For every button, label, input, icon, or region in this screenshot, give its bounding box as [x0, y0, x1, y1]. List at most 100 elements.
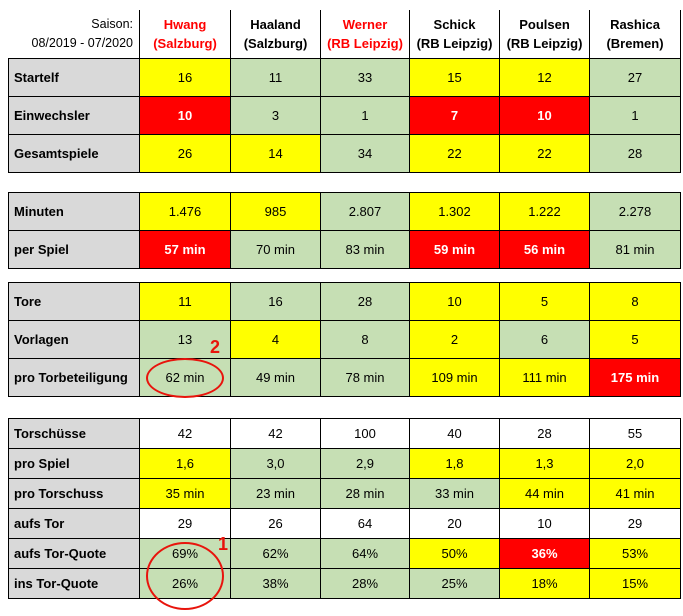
stat-cell: 2,0: [589, 448, 681, 479]
stat-cell: 28%: [320, 568, 410, 599]
stat-cell: 23 min: [230, 478, 321, 509]
stat-cell: 22: [499, 134, 590, 173]
stat-cell: 25%: [409, 568, 500, 599]
annotation-number-1: 1: [218, 534, 229, 554]
stat-cell: 64%: [320, 538, 410, 569]
stat-cell: 35 min: [139, 478, 231, 509]
stat-cell: 44 min: [499, 478, 590, 509]
table-row: Gesamtspiele 26 14 34 22 22 28: [8, 134, 681, 173]
stat-cell: 38%: [230, 568, 321, 599]
stat-cell: 6: [499, 320, 590, 359]
row-label: Einwechsler: [8, 96, 140, 135]
stats-table-appearances: Saison: 08/2019 - 07/2020 Hwang (Salzburg…: [8, 10, 681, 173]
stat-cell: 2: [409, 320, 500, 359]
player-header: Poulsen (RB Leipzig): [499, 10, 590, 59]
row-label: aufs Tor-Quote: [8, 538, 140, 569]
stats-table-goals: Tore 11 16 28 10 5 8 Vorlagen 13 4 8 2 6 5 pro Torbete…: [8, 282, 681, 397]
stat-cell: 2.807: [320, 192, 410, 231]
player-name: Poulsen: [519, 17, 570, 32]
stat-cell: 49 min: [230, 358, 321, 397]
stat-cell: 1: [589, 96, 681, 135]
stat-cell: 64: [320, 508, 410, 539]
stat-cell: 62%: [230, 538, 321, 569]
stat-cell: 10: [409, 282, 500, 321]
player-club: (Bremen): [606, 36, 664, 51]
stat-cell: 3: [230, 96, 321, 135]
player-club: (RB Leipzig): [416, 36, 493, 51]
stats-table-shots: Torschüsse 42 42 100 40 28 55 pro Spiel 1,6 3,0 2,…: [8, 418, 681, 599]
table-row: pro Torschuss 35 min 23 min 28 min 33 min 44 …: [8, 478, 681, 509]
stat-cell: 26: [139, 134, 231, 173]
player-club: (Salzburg): [243, 36, 308, 51]
table-row: Tore 11 16 28 10 5 8: [8, 282, 681, 321]
row-label: Gesamtspiele: [8, 134, 140, 173]
stat-cell: 1.302: [409, 192, 500, 231]
stat-cell: 28: [320, 282, 410, 321]
stat-cell: 11: [230, 58, 321, 97]
table-row: pro Spiel 1,6 3,0 2,9 1,8 1,3 2,0: [8, 448, 681, 479]
stat-cell: 8: [589, 282, 681, 321]
stat-cell: 7: [409, 96, 500, 135]
stat-cell: 5: [589, 320, 681, 359]
stat-cell: 12: [499, 58, 590, 97]
player-name: Schick: [433, 17, 476, 32]
header-row: Saison: 08/2019 - 07/2020 Hwang (Salzburg…: [9, 10, 681, 59]
stat-cell: 13: [139, 320, 231, 359]
annotation-circle-2: [146, 358, 224, 398]
player-club: (RB Leipzig): [327, 36, 403, 51]
stat-cell: 2,9: [320, 448, 410, 479]
season-range: 08/2019 - 07/2020: [31, 36, 133, 50]
stat-cell: 1: [320, 96, 410, 135]
stat-cell: 109 min: [409, 358, 500, 397]
stat-cell: 1,6: [139, 448, 231, 479]
stat-cell: 1.222: [499, 192, 590, 231]
stat-cell: 56 min: [499, 230, 590, 269]
stat-cell: 11: [139, 282, 231, 321]
stat-cell: 10: [499, 96, 590, 135]
stats-table-minutes: Minuten 1.476 985 2.807 1.302 1.222 2.278 per S…: [8, 192, 681, 269]
table-row: pro Torbeteiligung 62 min 49 min 78 min 109 …: [8, 358, 681, 397]
row-label: per Spiel: [8, 230, 140, 269]
stat-cell: 111 min: [499, 358, 590, 397]
row-label: pro Torschuss: [8, 478, 140, 509]
player-name: Werner: [342, 17, 388, 32]
stat-cell: 1,8: [409, 448, 500, 479]
stat-cell: 27: [589, 58, 681, 97]
stat-cell: 1,3: [499, 448, 590, 479]
stat-cell: 28: [589, 134, 681, 173]
stat-cell: 53%: [589, 538, 681, 569]
table-row: per Spiel 57 min 70 min 83 min 59 min 56 min 8…: [8, 230, 681, 269]
player-club: (RB Leipzig): [506, 36, 583, 51]
stat-cell: 15: [409, 58, 500, 97]
stat-cell: 2.278: [589, 192, 681, 231]
row-label: ins Tor-Quote: [8, 568, 140, 599]
stat-cell: 8: [320, 320, 410, 359]
stat-cell: 78 min: [320, 358, 410, 397]
stat-cell: 34: [320, 134, 410, 173]
row-label: pro Spiel: [8, 448, 140, 479]
player-header: Haaland (Salzburg): [230, 10, 321, 59]
season-label: Saison:: [91, 17, 133, 31]
player-header: Werner (RB Leipzig): [320, 10, 410, 59]
stat-cell: 5: [499, 282, 590, 321]
table-row: Startelf 16 11 33 15 12 27: [8, 58, 681, 97]
stat-cell: 33: [320, 58, 410, 97]
stat-cell: 70 min: [230, 230, 321, 269]
stat-cell: 29: [589, 508, 681, 539]
table-row: Minuten 1.476 985 2.807 1.302 1.222 2.278: [8, 192, 681, 231]
player-name: Hwang: [163, 17, 207, 32]
stat-cell: 10: [139, 96, 231, 135]
row-label: aufs Tor: [8, 508, 140, 539]
table-row: aufs Tor-Quote 69% 62% 64% 50% 36% 53%: [8, 538, 681, 569]
player-header: Schick (RB Leipzig): [409, 10, 500, 59]
stat-cell: 16: [230, 282, 321, 321]
row-label: Vorlagen: [8, 320, 140, 359]
stat-cell: 59 min: [409, 230, 500, 269]
player-header: Rashica (Bremen): [589, 10, 681, 59]
row-label: Minuten: [8, 192, 140, 231]
player-name: Rashica: [610, 17, 660, 32]
stat-cell: 41 min: [589, 478, 681, 509]
row-label: Torschüsse: [8, 418, 140, 449]
stat-cell: 26: [230, 508, 321, 539]
table-row: ins Tor-Quote 26% 38% 28% 25% 18% 15%: [8, 568, 681, 599]
